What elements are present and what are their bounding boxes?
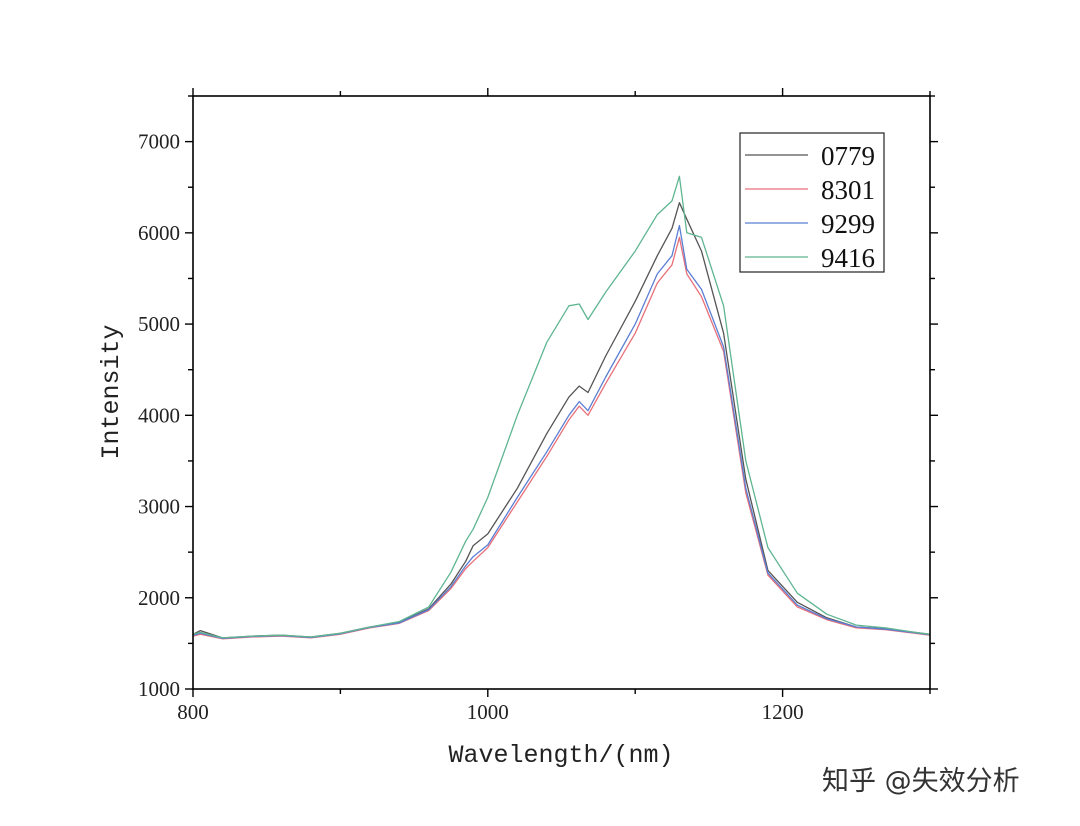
x-tick-labels: 800 1000 1200 bbox=[177, 700, 803, 724]
legend-label-9416: 9416 bbox=[821, 243, 875, 273]
y-tick-label: 1000 bbox=[138, 677, 180, 701]
y-tick-labels: 1000 2000 3000 4000 5000 6000 7000 bbox=[138, 130, 180, 701]
x-tick-label: 800 bbox=[177, 700, 209, 724]
ticks-layer bbox=[185, 88, 938, 697]
y-tick-label: 2000 bbox=[138, 586, 180, 610]
x-tick-label: 1000 bbox=[467, 700, 509, 724]
y-tick-label: 5000 bbox=[138, 312, 180, 336]
legend-label-8301: 8301 bbox=[821, 175, 875, 205]
y-tick-label: 3000 bbox=[138, 495, 180, 519]
watermark: 知乎 @失效分析 bbox=[822, 766, 1020, 797]
y-tick-label: 6000 bbox=[138, 221, 180, 245]
y-axis-title: Intensity bbox=[97, 324, 126, 459]
x-axis-title: Wavelength/(nm) bbox=[448, 741, 673, 770]
series-line-8301 bbox=[192, 236, 931, 640]
legend-label-0779: 0779 bbox=[821, 141, 875, 171]
series-line-9416 bbox=[192, 175, 931, 639]
plot-frame bbox=[192, 95, 931, 690]
legend: 0779 8301 9299 9416 bbox=[739, 132, 885, 273]
legend-box bbox=[739, 132, 885, 273]
series-layer bbox=[192, 175, 931, 640]
x-tick-label: 1200 bbox=[762, 700, 804, 724]
y-tick-label: 4000 bbox=[138, 403, 180, 427]
y-tick-label: 7000 bbox=[138, 130, 180, 154]
legend-label-9299: 9299 bbox=[821, 209, 875, 239]
